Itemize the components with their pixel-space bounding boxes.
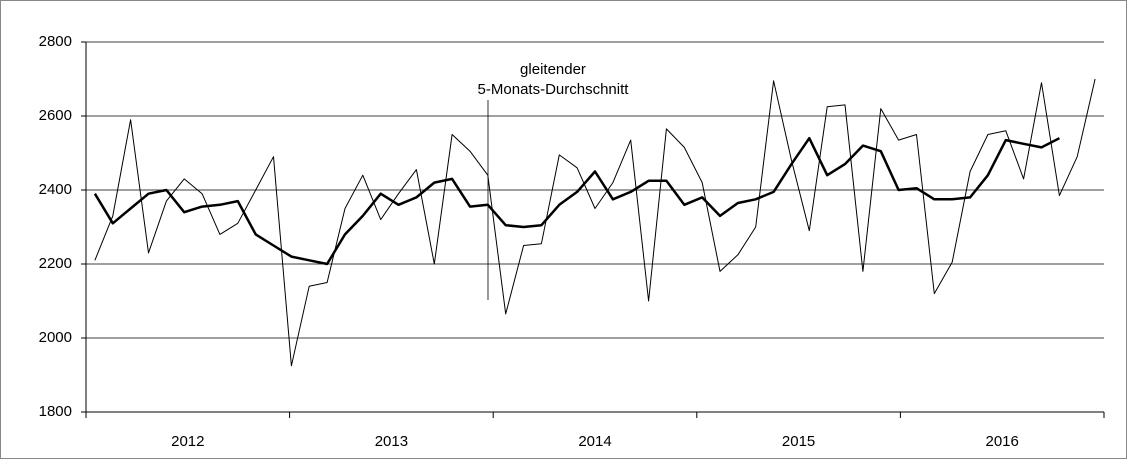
annotation: gleitender (520, 61, 586, 78)
x-tick-label: 2015 (782, 433, 815, 450)
x-tick-label: 2012 (171, 433, 204, 450)
annotation: 5-Monats-Durchschnitt (478, 81, 630, 98)
x-tick-label: 2014 (578, 433, 611, 450)
x-tick-label: 2013 (375, 433, 408, 450)
y-tick-label: 2000 (39, 329, 72, 346)
y-tick-label: 2400 (39, 181, 72, 198)
y-tick-label: 1800 (39, 403, 72, 420)
line-series (93, 136, 1060, 266)
y-tick-label: 2800 (39, 33, 72, 50)
x-tick-label: 2016 (986, 433, 1019, 450)
y-tick-label: 2200 (39, 255, 72, 272)
line-series (94, 78, 1096, 367)
y-tick-label: 2600 (39, 107, 72, 124)
